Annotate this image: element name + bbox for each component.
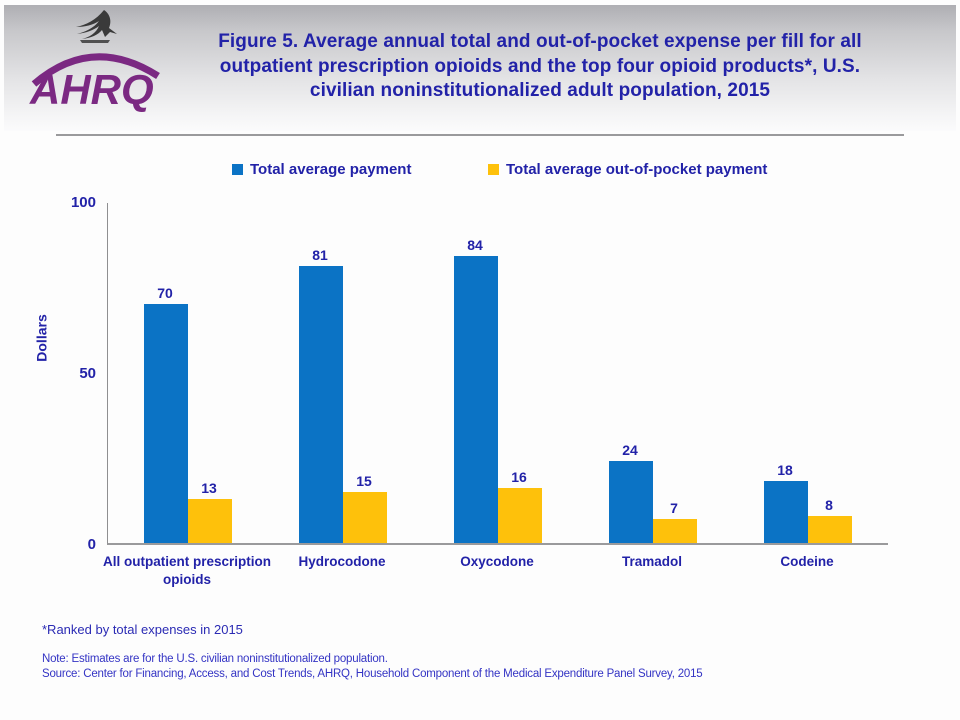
bar-total-3 <box>454 256 498 543</box>
bar-value-label: 81 <box>312 247 328 263</box>
header-divider <box>56 134 904 136</box>
bar-oop-5 <box>808 516 852 543</box>
x-axis-label-1: All outpatient prescription opioids <box>102 554 271 588</box>
figure-title: Figure 5. Average annual total and out-o… <box>218 31 862 102</box>
bar-total-1 <box>144 304 188 543</box>
x-axis-label-5: Codeine <box>780 554 834 569</box>
x-axis-label-4: Tramadol <box>621 554 683 569</box>
y-axis-title: Dollars <box>33 314 50 362</box>
bar-oop-3 <box>498 488 542 543</box>
bar-value-label: 18 <box>777 462 793 478</box>
header-gradient-band <box>4 5 956 131</box>
hhs-eagle-icon <box>76 10 117 43</box>
footnote-note: Note: Estimates are for the U.S. civilia… <box>42 653 388 665</box>
y-tick-50: 50 <box>79 365 96 382</box>
footnote-ranked: *Ranked by total expenses in 2015 <box>42 622 243 637</box>
ahrq-logo-graphic: AHRQ <box>29 10 160 114</box>
bar-value-label: 24 <box>622 442 638 458</box>
bar-total-2 <box>299 266 343 543</box>
y-tick-100: 100 <box>70 194 96 211</box>
x-axis-label-2: Hydrocodone <box>298 554 386 569</box>
legend-item-total-payment: Total average payment <box>232 160 411 178</box>
bar-value-label: 15 <box>356 473 372 489</box>
bar-total-4 <box>609 461 653 543</box>
footnote-source: Source: Center for Financing, Access, an… <box>42 668 703 680</box>
plot-area <box>107 203 888 545</box>
bar-oop-4 <box>653 519 697 543</box>
legend-swatch-blue <box>232 163 243 175</box>
x-axis-label-3: Oxycodone <box>460 554 534 569</box>
bar-oop-2 <box>343 492 387 543</box>
legend-swatch-yellow <box>488 163 499 175</box>
legend-label-oop-payment: Total average out-of-pocket payment <box>506 160 768 178</box>
legend-label-total-payment: Total average payment <box>250 160 412 178</box>
bar-value-label: 13 <box>201 480 217 496</box>
bar-value-label: 8 <box>825 497 833 513</box>
bar-value-label: 84 <box>467 237 483 253</box>
y-tick-0: 0 <box>87 536 96 553</box>
logo-letters: AHRQ <box>29 66 154 114</box>
bar-oop-1 <box>188 499 232 543</box>
bar-value-label: 7 <box>670 500 678 516</box>
bar-total-5 <box>764 481 808 543</box>
bar-value-label: 70 <box>157 285 173 301</box>
legend-item-oop-payment: Total average out-of-pocket payment <box>488 160 767 178</box>
ahrq-logo: AHRQ <box>26 6 166 116</box>
bar-value-label: 16 <box>511 469 527 485</box>
logo-swoosh <box>31 53 160 87</box>
